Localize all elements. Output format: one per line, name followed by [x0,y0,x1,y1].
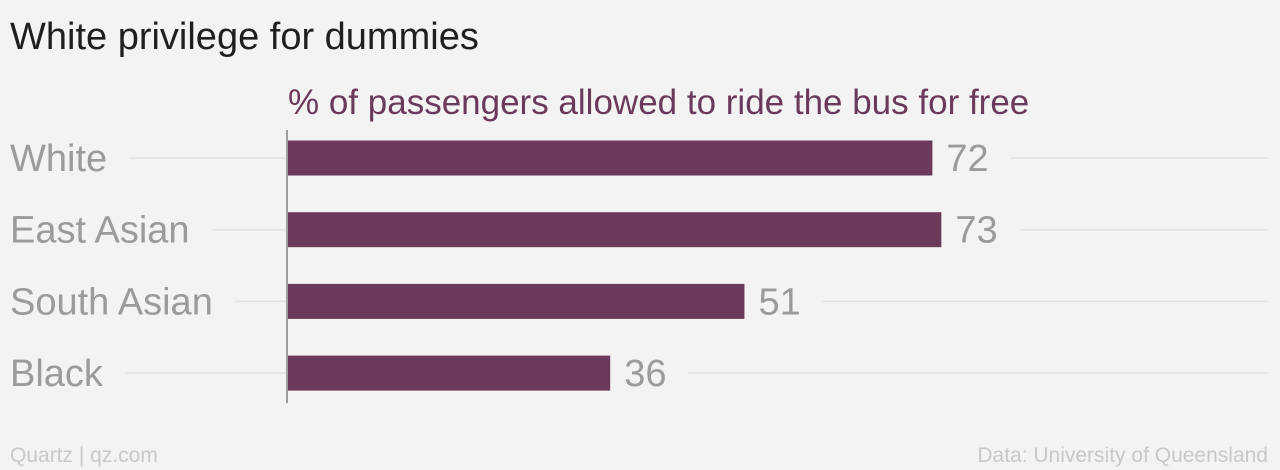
source-credit: Quartz | qz.com [10,444,158,467]
category-label: East Asian [10,210,190,252]
bar [288,140,933,176]
category-label: Black [10,353,104,395]
bars: White 72 East Asian 73 South Asian 51 Black 36 [10,138,998,395]
chart-subtitle: % of passengers allowed to ride the bus … [288,83,1029,122]
bar [288,212,942,248]
category-label: South Asian [10,281,213,323]
value-label: 51 [758,281,800,323]
data-source: Data: University of Queensland [977,444,1268,467]
gridlines [124,157,1268,374]
bar [288,283,745,319]
value-label: 36 [624,353,666,395]
page-title: White privilege for dummies [10,16,479,58]
value-label: 73 [955,210,997,252]
bar [288,355,611,391]
value-label: 72 [946,138,988,180]
category-label: White [10,138,107,180]
